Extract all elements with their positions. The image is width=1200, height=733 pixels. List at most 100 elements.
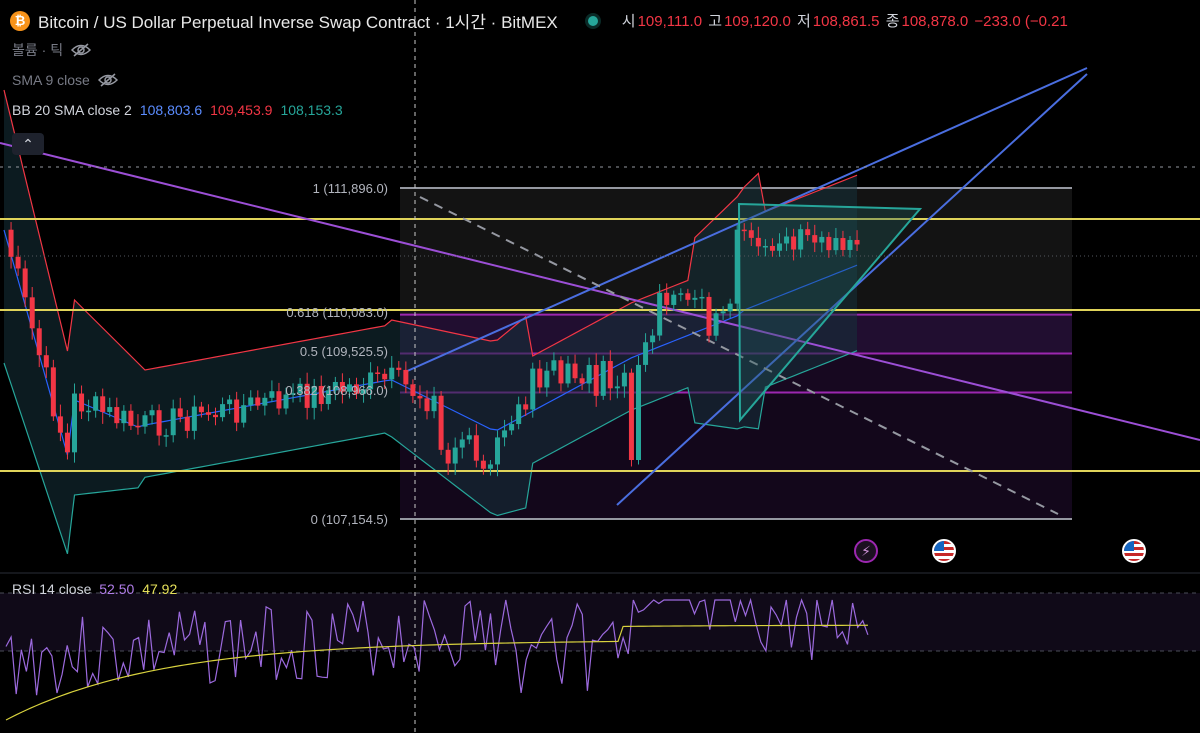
candle-body [43,355,49,368]
candle-body [72,393,77,453]
triangle-pattern [737,202,923,423]
eye-hidden-icon[interactable] [71,43,92,57]
bb-label: BB 20 SMA close 2 [12,102,132,118]
candle-body [854,239,860,245]
candle-body [64,432,70,453]
volume-indicator-row[interactable]: 볼륨 · 틱 [12,40,92,60]
rsi-ma-line [5,624,868,721]
candle-body [276,391,282,409]
candle-body [812,235,818,243]
candle-body [121,410,127,424]
candle-body [720,311,726,314]
candle-body [565,363,571,384]
candle-body [459,439,465,448]
candle-body [227,399,233,405]
ohlc-values: 시 109,111.0 고 109,120.0 저 108,861.5 종 108,87… [621,13,1068,30]
rsi-value: 52.50 [99,581,135,597]
candle-body [819,236,825,243]
candle-body [438,395,444,450]
candle-body [93,396,99,411]
candle-body [156,410,162,436]
candle-body [368,372,374,390]
bb-basis-value: 108,803.6 [139,102,203,118]
eye-hidden-icon[interactable] [97,73,118,87]
candle-body [734,229,740,304]
candle-body [833,238,839,251]
candle-body [248,397,254,406]
candle-body [784,236,790,244]
candle-body [100,396,106,412]
collapse-legend-button[interactable]: ⌃ [12,133,44,155]
candle-body [544,370,550,388]
rsi-ma-value: 47.92 [142,581,178,597]
candle-body [643,342,649,365]
rsi-legend[interactable]: RSI 14 close 52.50 47.92 [12,581,177,597]
candle-body [79,393,85,412]
candle-body [128,410,134,426]
trend-line-purple [0,142,1200,441]
candle-body [558,360,564,384]
candle-body [621,372,627,387]
rsi-label: RSI 14 close [12,581,92,597]
candle-body [826,236,832,251]
candle-body [495,437,500,465]
flash-event-icon[interactable]: ⚡ [854,539,878,563]
sma-indicator-row[interactable]: SMA 9 close [12,72,118,88]
candle-body [8,229,14,257]
candle-body [607,360,613,389]
candle-body [361,389,367,394]
candle-body [798,229,804,250]
candle-body [325,390,331,405]
candle-body [262,397,268,406]
candle-body [847,239,853,250]
candle-body [205,412,211,415]
candle-body [431,395,437,412]
rsi-band-background [0,593,1200,651]
candle-body [699,296,705,299]
candle-body [628,372,634,460]
candle-body [403,369,409,385]
candle-body [57,416,63,433]
candle-body [748,230,754,238]
us-flag-icon[interactable] [1122,539,1146,563]
candle-body [678,293,684,295]
candle-body [424,398,430,412]
bitcoin-icon: ₿ [10,10,30,31]
candle-body [727,303,733,312]
candle-body [283,394,289,409]
candle-body [86,410,92,413]
candle-body [354,384,359,394]
candle-body [269,391,275,398]
candle-body [184,416,190,431]
candle-body [29,297,35,329]
candle-body [346,384,352,392]
candle-body [530,368,536,410]
candle-body [551,360,557,371]
candle-body [396,367,402,370]
candle-body [311,385,317,408]
candle-body [177,408,183,417]
bb-indicator-row[interactable]: BB 20 SMA close 2 108,803.6 109,453.9 10… [12,102,343,118]
candle-body [840,238,846,250]
fib-level-label: 0.618 (110,083.0) [286,305,388,320]
us-flag-icon[interactable] [932,539,956,563]
candle-body [466,435,472,440]
candle-body [614,386,620,389]
candle-body [650,335,656,343]
candle-body [473,435,479,461]
candle-body [241,405,247,423]
candle-body [220,404,226,418]
candle-body [805,229,811,236]
candle-body [107,407,113,412]
bollinger-band-fill [4,90,858,554]
candle-body [502,430,508,438]
candle-body [297,383,303,394]
candle-body [163,435,169,437]
candle-body [713,313,719,336]
candle-body [685,293,691,300]
symbol-title[interactable]: Bitcoin / US Dollar Perpetual Inverse Sw… [38,13,558,32]
candle-body [523,404,529,410]
market-status-icon [587,15,598,26]
